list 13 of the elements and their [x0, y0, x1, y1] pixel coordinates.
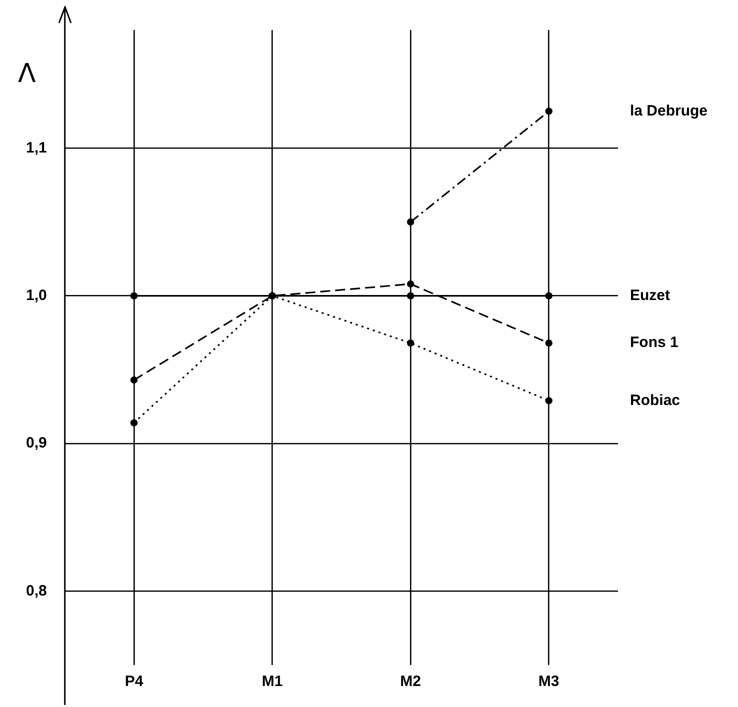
x-tick-label: M2 — [400, 673, 421, 690]
text: la Debruge — [630, 102, 708, 120]
text: Robiac — [630, 392, 680, 409]
y-tick-label: 1,0 — [26, 286, 47, 304]
x-tick-label: M1 — [262, 673, 283, 690]
y-axis-title: Λ — [18, 58, 36, 89]
x-tick-label: P4 — [124, 673, 144, 690]
y-tick-label: 0,9 — [26, 434, 47, 452]
text: Fons 1 — [630, 334, 678, 352]
x-tick-label: M3 — [538, 673, 560, 690]
text: Euzet — [630, 286, 670, 304]
y-tick-label: 1,1 — [26, 139, 47, 156]
y-tick-label: 0,8 — [26, 582, 47, 600]
